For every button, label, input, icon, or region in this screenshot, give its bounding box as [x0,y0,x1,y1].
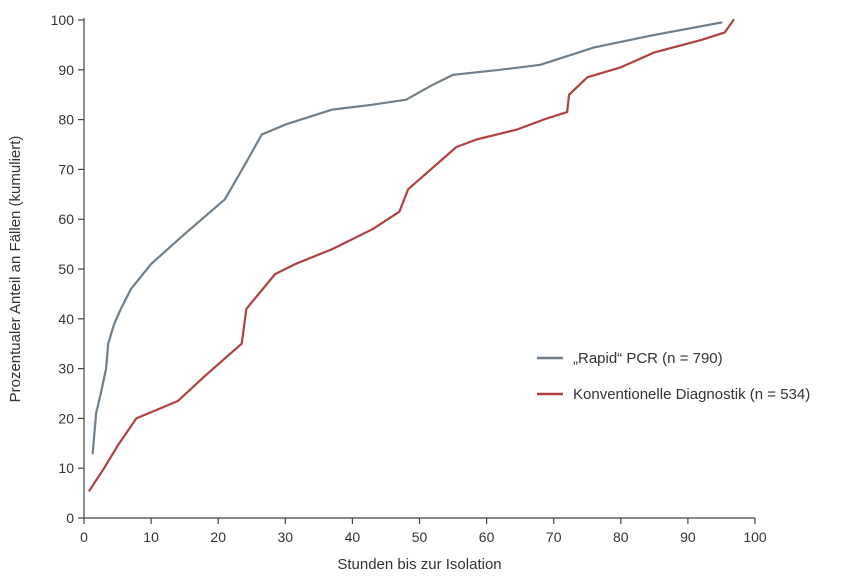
x-tick-label: 30 [278,529,294,545]
x-tick-label: 10 [143,529,159,545]
x-tick-label: 90 [680,529,696,545]
legend-label-1: „Rapid“ PCR (n = 790) [573,350,723,367]
y-tick-label: 80 [58,112,74,128]
y-tick-label: 20 [58,410,74,426]
y-tick-label: 50 [58,261,74,277]
x-tick-label: 20 [210,529,226,545]
series-line-1 [91,21,723,455]
x-tick-label: 40 [345,529,361,545]
series-line-2 [88,18,735,492]
y-tick-label: 70 [58,161,74,177]
x-tick-label: 100 [743,529,767,545]
x-tick-label: 50 [412,529,428,545]
x-tick-label: 60 [479,529,495,545]
y-tick-label: 90 [58,62,74,78]
x-axis-title: Stunden bis zur Isolation [337,556,501,573]
y-tick-label: 30 [58,361,74,377]
legend: „Rapid“ PCR (n = 790) Konventionelle Diag… [537,350,810,403]
series-layer [88,18,735,492]
y-tick-label: 60 [58,211,74,227]
y-axis-ticks: 0 10 20 30 40 50 60 70 80 90 100 [51,12,84,526]
y-axis-title: Prozentualer Anteil an Fällen (kumuliert… [7,136,24,403]
y-tick-label: 10 [58,460,74,476]
legend-label-2: Konventionelle Diagnostik (n = 534) [573,386,810,403]
x-axis-ticks: 0 10 20 30 40 50 60 70 80 90 100 [80,518,767,545]
y-tick-label: 100 [51,12,75,28]
x-tick-label: 70 [546,529,562,545]
y-tick-label: 40 [58,311,74,327]
y-tick-label: 0 [66,510,74,526]
x-tick-label: 80 [613,529,629,545]
x-tick-label: 0 [80,529,88,545]
